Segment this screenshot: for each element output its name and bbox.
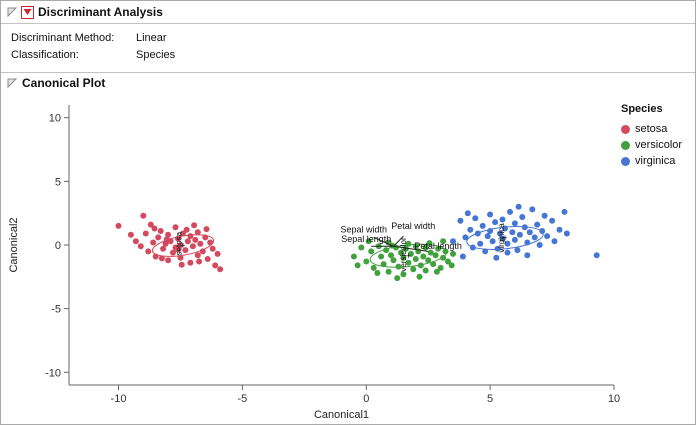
- svg-text:-10: -10: [111, 393, 127, 405]
- canonical-plot-title: Canonical Plot: [22, 76, 106, 90]
- classification-row: Classification: Species: [11, 47, 695, 64]
- legend-title: Species: [621, 103, 663, 115]
- disclosure-triangle-icon[interactable]: [5, 6, 18, 19]
- svg-text:Petal length: Petal length: [414, 241, 462, 251]
- discriminant-analysis-title: Discriminant Analysis: [38, 5, 163, 19]
- svg-text:+: +: [180, 241, 185, 251]
- discriminant-analysis-header: Discriminant Analysis: [1, 1, 695, 24]
- svg-text:Canonical1: Canonical1: [314, 409, 369, 421]
- svg-text:Petal width: Petal width: [391, 221, 435, 231]
- svg-text:Sepal length: Sepal length: [341, 234, 391, 244]
- versicolor-marker-icon: [621, 140, 630, 150]
- svg-text:5: 5: [55, 176, 61, 188]
- classification-label: Classification:: [11, 49, 79, 61]
- canonical-plot-section: -10 -5 0 5 10 -10 -5 0 5 10 Canonical1 Canonical2 + s…: [1, 93, 696, 425]
- svg-text:-5: -5: [238, 393, 248, 405]
- svg-text:0: 0: [55, 240, 61, 252]
- canonical-disclosure-triangle-icon[interactable]: [5, 77, 18, 90]
- virginica-marker-icon: [621, 156, 630, 166]
- svg-text:10: 10: [608, 393, 620, 405]
- red-triangle-menu-icon[interactable]: [21, 5, 34, 19]
- svg-text:5: 5: [487, 393, 493, 405]
- legend-item-virginica[interactable]: virginica: [621, 153, 682, 169]
- discriminant-method-row: Discriminant Method: Linear: [11, 30, 695, 47]
- legend-label-setosa: setosa: [635, 123, 668, 135]
- svg-text:Sepal width: Sepal width: [341, 224, 388, 234]
- discriminant-method-value: Linear: [136, 32, 167, 44]
- legend-item-setosa[interactable]: setosa: [621, 121, 682, 137]
- svg-text:setosa: setosa: [175, 231, 184, 255]
- classification-value: Species: [136, 49, 176, 61]
- svg-text:Canonical2: Canonical2: [8, 217, 20, 272]
- svg-text:versicolor: versicolor: [399, 237, 408, 272]
- svg-text:virginica: virginica: [497, 223, 506, 253]
- legend-label-virginica: virginica: [635, 155, 676, 167]
- canonical-plot-header: Canonical Plot: [1, 72, 695, 93]
- legend-label-versicolor: versicolor: [635, 139, 683, 151]
- svg-text:-5: -5: [51, 304, 61, 316]
- legend-item-versicolor[interactable]: versicolor: [621, 137, 682, 153]
- setosa-marker-icon: [621, 124, 630, 134]
- svg-text:0: 0: [363, 393, 369, 405]
- discriminant-info: Discriminant Method: Linear Classificatio…: [1, 24, 695, 72]
- svg-text:+: +: [406, 251, 411, 261]
- discriminant-method-label: Discriminant Method:: [11, 32, 115, 44]
- legend: Species setosa versicolor virginica: [621, 103, 682, 169]
- svg-text:-10: -10: [45, 367, 61, 379]
- svg-text:+: +: [502, 233, 507, 243]
- svg-text:10: 10: [49, 113, 61, 125]
